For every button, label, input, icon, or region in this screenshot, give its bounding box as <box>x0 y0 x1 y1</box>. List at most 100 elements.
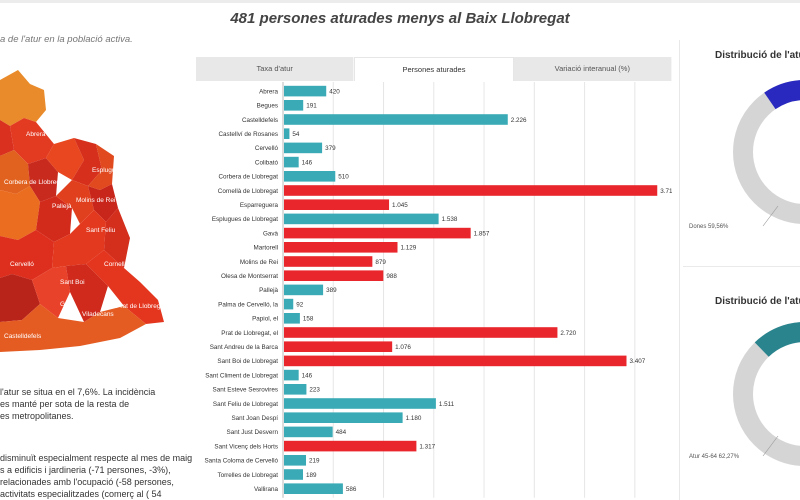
text-line: disminuït especialment respecte al mes d… <box>0 453 192 463</box>
bar[interactable] <box>284 284 324 296</box>
value-label: 2.226 <box>511 117 527 124</box>
map-region[interactable] <box>52 210 106 268</box>
category-label: Corbera de Llobregat <box>218 174 278 181</box>
column-divider <box>679 40 680 500</box>
value-label: 2.720 <box>560 330 576 337</box>
bar[interactable] <box>284 369 299 381</box>
map-region[interactable] <box>36 196 72 242</box>
bar-chart: Abrera 420 Begues 191 Castelldefels 2.226 Cast… <box>204 82 672 498</box>
donut-label: Dones 59,56% <box>689 224 729 230</box>
value-label: 1.076 <box>395 344 411 351</box>
municipality-map[interactable]: Abrera Castelldefels Cervelló Corbera de… <box>0 60 190 360</box>
bar[interactable] <box>284 341 393 352</box>
map-region[interactable] <box>10 118 54 164</box>
bar[interactable] <box>284 412 403 423</box>
category-label: Esparreguera <box>240 202 279 209</box>
map-region[interactable] <box>66 264 108 322</box>
map-region[interactable] <box>0 150 30 194</box>
value-label: 54 <box>292 131 300 138</box>
value-label: 3.713 <box>660 188 672 195</box>
bar[interactable] <box>284 469 303 480</box>
category-label: Vallirana <box>254 486 279 493</box>
bar[interactable] <box>284 185 658 196</box>
map-label: Castelldefels <box>4 333 42 340</box>
map-label: Prat de Llobregat, El <box>116 303 176 310</box>
category-label: Prat de Llobregat, el <box>221 330 278 337</box>
bar[interactable] <box>284 384 307 395</box>
text-line: l'atur se situa en el 7,6%. La incidènci… <box>0 387 156 397</box>
tab-persones-aturades[interactable]: Persones aturades <box>354 57 514 81</box>
bar[interactable] <box>284 100 304 111</box>
map-region[interactable] <box>72 138 102 186</box>
map-region[interactable] <box>28 158 58 202</box>
map-region[interactable] <box>0 70 46 126</box>
map-region[interactable] <box>0 230 54 280</box>
donut-age-chart[interactable]: Atur 45-64 62,27% <box>683 316 800 500</box>
bar[interactable] <box>284 440 417 452</box>
body-paragraph-2: disminuït especialment respecte al mes d… <box>0 452 192 500</box>
bar[interactable] <box>284 227 471 239</box>
value-label: 1.857 <box>474 230 490 237</box>
category-label: Olesa de Montserrat <box>221 273 278 280</box>
text-line: s a edificis i jardineria (-71 persones,… <box>0 465 171 475</box>
donut-remainder <box>733 80 800 224</box>
tab-variacio-interanual[interactable]: Variació interanual (%) <box>513 57 672 81</box>
bar[interactable] <box>284 270 384 281</box>
value-label: 1.180 <box>406 415 422 422</box>
map-label: Molins de Rei <box>76 197 115 204</box>
bar[interactable] <box>284 426 333 438</box>
map-region[interactable] <box>0 304 146 352</box>
category-label: Gavà <box>263 230 279 237</box>
body-paragraph-1: l'atur se situa en el 7,6%. La incidènci… <box>0 386 192 422</box>
value-label: 1.511 <box>439 401 455 408</box>
map-region[interactable] <box>88 184 118 222</box>
bar[interactable] <box>284 455 307 466</box>
value-label: 379 <box>325 145 336 152</box>
bar[interactable] <box>284 85 327 97</box>
map-region[interactable] <box>46 138 84 180</box>
donut-remainder <box>733 322 800 466</box>
category-label: Sant Esteve Sesrovires <box>213 387 278 394</box>
map-region[interactable] <box>56 180 94 224</box>
value-label: 510 <box>338 174 349 181</box>
category-label: Sant Vicenç dels Horts <box>214 443 278 450</box>
tab-taxa-atur[interactable]: Taxa d'atur <box>196 57 355 81</box>
value-label: 219 <box>309 458 320 465</box>
bar[interactable] <box>284 298 294 310</box>
bar[interactable] <box>284 398 436 409</box>
map-label: Corbera de Llobregat <box>4 179 66 186</box>
bar[interactable] <box>284 355 627 367</box>
bar[interactable] <box>284 114 508 125</box>
map-label: Abrera <box>26 131 46 138</box>
bar[interactable] <box>284 128 290 139</box>
bar[interactable] <box>284 327 558 338</box>
map-subtitle: a de l'atur en la població activa. <box>0 34 133 45</box>
map-label: Cornellà de Llobregat <box>104 261 166 268</box>
category-label: Palma de Cervelló, la <box>218 301 278 308</box>
bar[interactable] <box>284 156 299 168</box>
bar[interactable] <box>284 483 343 494</box>
category-label: Sant Boi de Llobregat <box>217 358 278 365</box>
map-region[interactable] <box>104 208 130 268</box>
category-label: Pallejà <box>259 287 278 294</box>
map-label: Gavà <box>60 301 76 308</box>
map-label: Sant Boi <box>60 279 85 286</box>
donut-gender-chart[interactable]: Dones 59,56% <box>683 70 800 240</box>
map-region[interactable] <box>88 144 114 190</box>
map-region[interactable] <box>86 250 164 324</box>
map-label: Cervelló <box>10 261 34 268</box>
bar[interactable] <box>284 199 390 210</box>
category-label: Sant Andreu de la Barca <box>210 344 279 351</box>
map-region[interactable] <box>32 266 70 318</box>
map-svg: Abrera Castelldefels Cervelló Corbera de… <box>0 70 176 352</box>
bar[interactable] <box>284 171 336 182</box>
bar[interactable] <box>284 213 439 225</box>
map-region[interactable] <box>0 274 40 322</box>
bar[interactable] <box>284 256 373 267</box>
bar[interactable] <box>284 142 323 154</box>
category-label: Martorell <box>254 245 279 252</box>
map-region[interactable] <box>0 186 40 240</box>
bar[interactable] <box>284 242 398 253</box>
bar[interactable] <box>284 313 300 324</box>
map-label: Pallejà <box>52 203 72 210</box>
